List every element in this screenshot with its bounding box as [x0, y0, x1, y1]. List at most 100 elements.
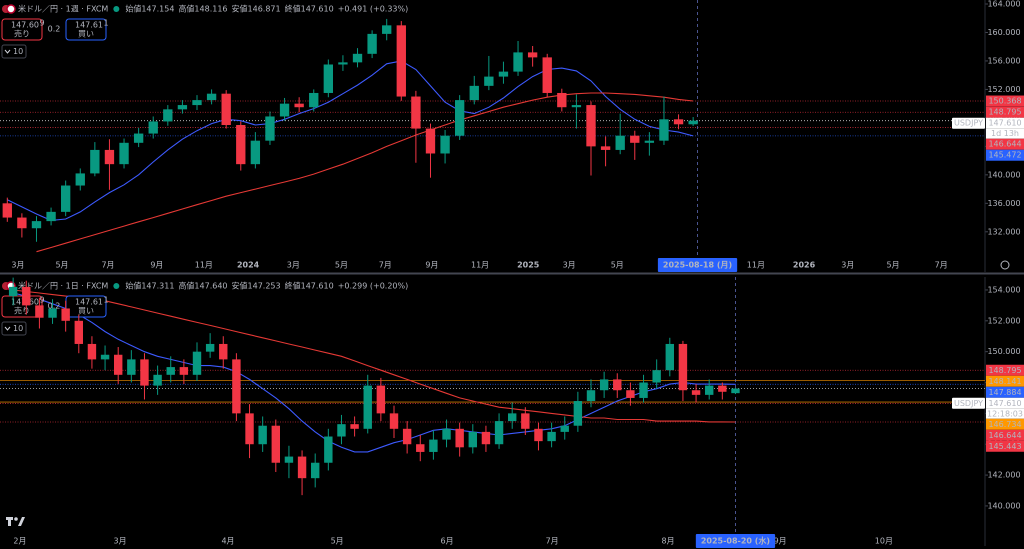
symbol-label: USDJPY: [954, 119, 983, 128]
price-label-box: [986, 149, 1024, 161]
candle-body: [599, 379, 609, 391]
ohlc-value: 始値147.154: [125, 4, 174, 14]
candle-body: [615, 135, 625, 150]
indicator-toggle[interactable]: [1, 321, 27, 336]
logo-part: [14, 517, 18, 521]
symbol-box: [952, 117, 985, 129]
buy-label: 買い: [78, 307, 94, 316]
pane: 140.000142.000144.000146.000148.000150.0…: [0, 277, 1024, 548]
candle-body: [35, 305, 44, 318]
candle-body: [429, 439, 438, 452]
x-tick-label: 5月: [55, 261, 68, 270]
x-tick-label: 2月: [13, 537, 26, 546]
sell-label: 売り: [14, 306, 30, 316]
x-tick-label: 2025: [517, 261, 540, 270]
buy-button[interactable]: [65, 18, 107, 41]
candle-body: [507, 413, 517, 422]
candle-body: [542, 57, 552, 93]
candle-body: [376, 385, 386, 414]
status-dot: [113, 6, 120, 12]
price-label-box: [986, 364, 1024, 376]
candle-body: [297, 456, 307, 479]
price-label-box: [986, 117, 1024, 129]
price-label-box: [986, 386, 1024, 398]
candle-body: [265, 116, 275, 141]
countdown-box: [986, 128, 1024, 139]
y-tick-label: 140.000: [987, 501, 1020, 510]
candle-body: [571, 105, 582, 108]
candle-body: [691, 390, 701, 395]
candle-body: [411, 96, 421, 129]
candle-body: [455, 428, 464, 448]
ohlc-value: 高値147.640: [178, 281, 227, 291]
spread: 0.2: [48, 302, 61, 311]
x-tick-label: 3月: [563, 261, 576, 270]
candle-body: [206, 93, 217, 101]
ohlc-value: 安値146.871: [232, 4, 281, 14]
candle-body: [673, 119, 684, 125]
candle-body: [665, 343, 675, 371]
logo-part: [8, 517, 11, 526]
candle-body: [350, 424, 359, 429]
candle-body: [113, 354, 123, 375]
price-label: 147.884: [988, 388, 1021, 397]
price-label-box: [986, 429, 1024, 441]
y-tick-label: 154.000: [987, 285, 1020, 294]
logo-part: [18, 517, 25, 526]
price-label-box: [986, 440, 1024, 452]
candle-body: [75, 173, 85, 186]
candle-body: [652, 370, 661, 383]
candle-body: [498, 71, 509, 77]
price-label-box: [986, 375, 1024, 387]
indicator-count: 10: [13, 47, 23, 56]
candle-body: [250, 140, 261, 165]
countdown: 12:18:03: [987, 409, 1023, 418]
indicator-toggle[interactable]: [1, 44, 27, 59]
buy-price: 147.61: [75, 298, 103, 307]
candle-body: [440, 135, 450, 154]
candle-body: [245, 413, 254, 445]
sell-button[interactable]: [1, 18, 43, 41]
candle-body: [87, 343, 97, 360]
flag-icon: [6, 4, 16, 14]
x-tick-label: 8月: [662, 537, 675, 546]
x-tick-label: 2024: [237, 261, 260, 270]
candle-body: [133, 133, 144, 143]
y-tick-label: 156.000: [987, 56, 1020, 65]
candle-body: [389, 413, 399, 429]
x-tick-label: 9月: [150, 261, 163, 270]
chevron: [4, 49, 11, 54]
candle-body: [74, 320, 84, 344]
candle-body: [177, 105, 188, 110]
price-label-box: [986, 418, 1024, 430]
candle-body: [236, 125, 246, 165]
candle-body: [31, 221, 42, 229]
candle-body: [402, 428, 412, 445]
x-tick-label: 5月: [611, 261, 624, 270]
candle-body: [22, 286, 31, 306]
price-label: 148.795: [988, 108, 1021, 117]
symbol-box: [952, 397, 985, 409]
indicator-count: 10: [13, 324, 23, 333]
price-label: 147.610: [988, 399, 1021, 408]
settings-icon[interactable]: [1000, 260, 1010, 270]
chevron: [4, 326, 11, 331]
sell-price: 147.60: [11, 21, 39, 30]
candle-body: [600, 146, 611, 150]
candle-body: [2, 203, 12, 218]
candle-body: [704, 385, 714, 395]
ohlc-value: 高値148.116: [178, 4, 227, 14]
x-tick-label: 3月: [841, 261, 854, 270]
candle-body: [17, 217, 27, 229]
candle-body: [513, 52, 523, 72]
sell-label: 売り: [14, 29, 30, 39]
x-tick-label: 3月: [287, 261, 300, 270]
candle-body: [127, 359, 136, 375]
price-label-box: [986, 95, 1024, 107]
candle-body: [309, 92, 319, 108]
status-dot: [113, 283, 120, 289]
candle-body: [644, 140, 655, 143]
ohlc-value: 終値147.610: [285, 4, 334, 14]
candle-body: [205, 343, 215, 352]
